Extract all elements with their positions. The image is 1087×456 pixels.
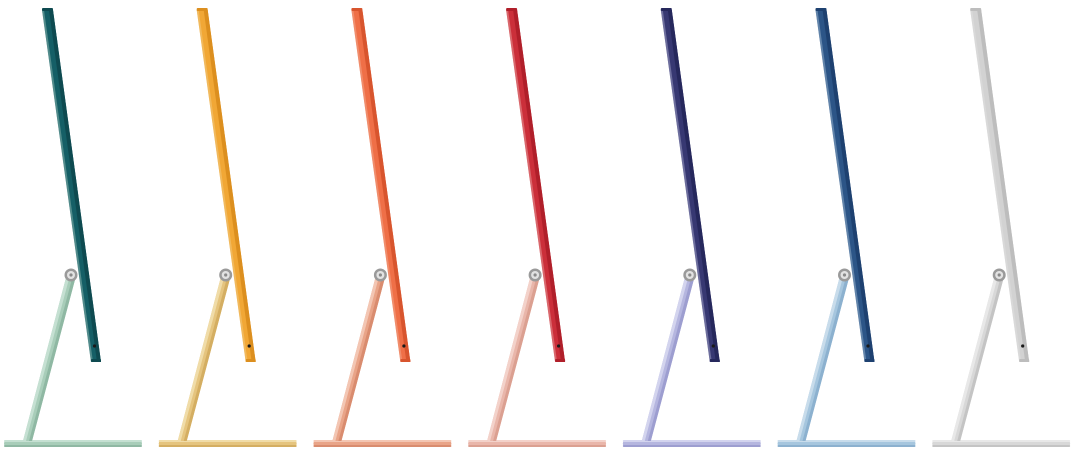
stand-base-shadow [468,445,607,447]
stand-arm-shadow [957,275,1005,441]
display-top-cap [42,8,53,11]
display-bottom-cap [864,359,875,362]
hinge-center [224,273,228,277]
display-bottom-cap [245,359,256,362]
stand-base-shadow [313,445,452,447]
stand-base-highlight [468,440,607,442]
display-front-edge [815,10,867,362]
display-top-cap [970,8,982,11]
hinge-center [842,273,847,277]
display-bottom-cap [709,359,720,362]
stand-base-highlight [622,440,761,442]
stand-arm-shadow [183,275,231,441]
stand-arm-highlight [487,274,535,441]
display-bottom-cap [400,359,411,362]
stand-arm-shadow [802,275,850,441]
imac-purple [622,8,761,447]
display-bottom-cap [555,359,566,362]
display-top-cap [815,8,827,11]
port-dot [247,344,251,348]
stand-arm-shadow [493,275,541,441]
stand-base-shadow [932,445,1071,447]
stand-arm-highlight [177,274,225,441]
display-front-edge [42,10,93,362]
display-top-cap [506,8,518,11]
display-top-cap [196,8,208,11]
display-top-cap [351,8,363,11]
display-bottom-cap [91,359,101,362]
hinge-center [533,273,537,277]
display-back-edge [513,10,566,362]
display-back-edge [977,10,1030,362]
hinge-center [688,273,692,277]
stand-arm-shadow [338,275,386,441]
display-top-cap [660,8,672,11]
stand-base-highlight [932,440,1071,442]
stand-base-highlight [777,440,916,442]
port-dot [1021,344,1025,348]
display-front-edge [351,10,403,362]
stand-base-highlight [158,440,297,442]
stand-base-shadow [777,445,916,447]
hinge-center [378,273,382,277]
display-back-edge [667,10,720,362]
port-dot [557,344,561,348]
stand-base-highlight [4,440,142,442]
display-front-edge [196,10,248,362]
stand-base-highlight [313,440,452,442]
hinge-center [69,273,73,277]
port-dot [402,344,406,348]
stand-arm-highlight [641,274,689,441]
stand-arm-shadow [647,275,695,441]
imac-blue [777,8,916,447]
stand-arm-highlight [23,274,70,441]
imac-silver [932,8,1071,447]
port-dot [866,344,870,348]
display-back-edge [822,10,875,362]
display-back-edge [203,10,256,362]
hinge-center [997,273,1001,277]
display-back-edge [358,10,411,362]
display-front-edge [660,10,712,362]
port-dot [711,344,715,348]
stand-base-shadow [158,445,297,447]
stand-arm-shadow [29,275,76,441]
stand-base-shadow [4,445,142,447]
stand-arm-highlight [796,274,844,441]
display-front-edge [970,10,1022,362]
imac-pink [468,8,607,447]
imac-yellow [158,8,297,447]
stand-base-shadow [622,445,761,447]
imac-orange [313,8,452,447]
stand-arm-highlight [332,274,380,441]
imac-green [4,8,142,447]
display-front-edge [506,10,558,362]
stand-arm-highlight [951,274,999,441]
display-bottom-cap [1019,359,1030,362]
port-dot [92,344,97,348]
display-back-edge [49,10,101,362]
